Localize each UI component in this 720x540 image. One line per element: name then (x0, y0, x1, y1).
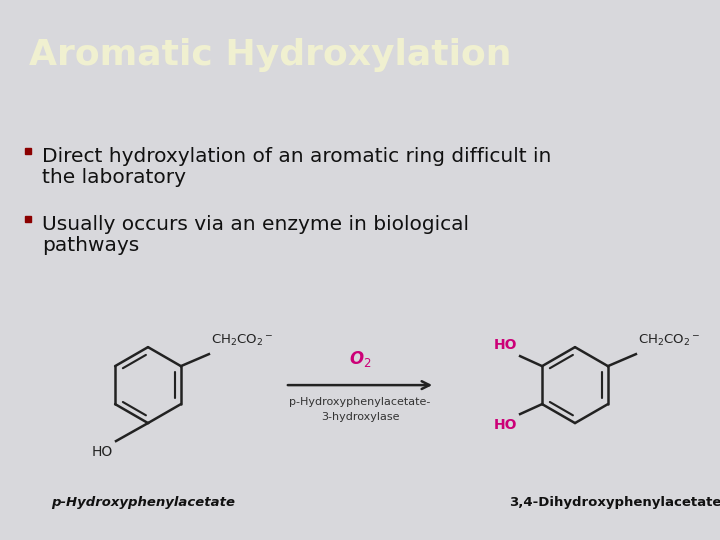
Text: 3-hydroxylase: 3-hydroxylase (320, 412, 400, 422)
Text: CH$_2$CO$_2$$^-$: CH$_2$CO$_2$$^-$ (638, 333, 701, 348)
Text: O$_2$: O$_2$ (348, 349, 372, 369)
Text: HO: HO (494, 418, 517, 432)
Text: HO: HO (494, 338, 517, 352)
Text: Direct hydroxylation of an aromatic ring difficult in: Direct hydroxylation of an aromatic ring… (42, 147, 552, 166)
Text: 3,4-Dihydroxyphenylacetate: 3,4-Dihydroxyphenylacetate (509, 496, 720, 509)
Text: HO: HO (91, 445, 113, 459)
Text: pathways: pathways (42, 236, 139, 255)
Text: Usually occurs via an enzyme in biological: Usually occurs via an enzyme in biologic… (42, 215, 469, 234)
Text: p-Hydroxyphenylacetate-: p-Hydroxyphenylacetate- (289, 397, 431, 407)
Text: Aromatic Hydroxylation: Aromatic Hydroxylation (29, 38, 511, 72)
Text: CH$_2$CO$_2$$^-$: CH$_2$CO$_2$$^-$ (211, 333, 274, 348)
Text: the laboratory: the laboratory (42, 168, 186, 187)
Text: p-Hydroxyphenylacetate: p-Hydroxyphenylacetate (51, 496, 235, 509)
